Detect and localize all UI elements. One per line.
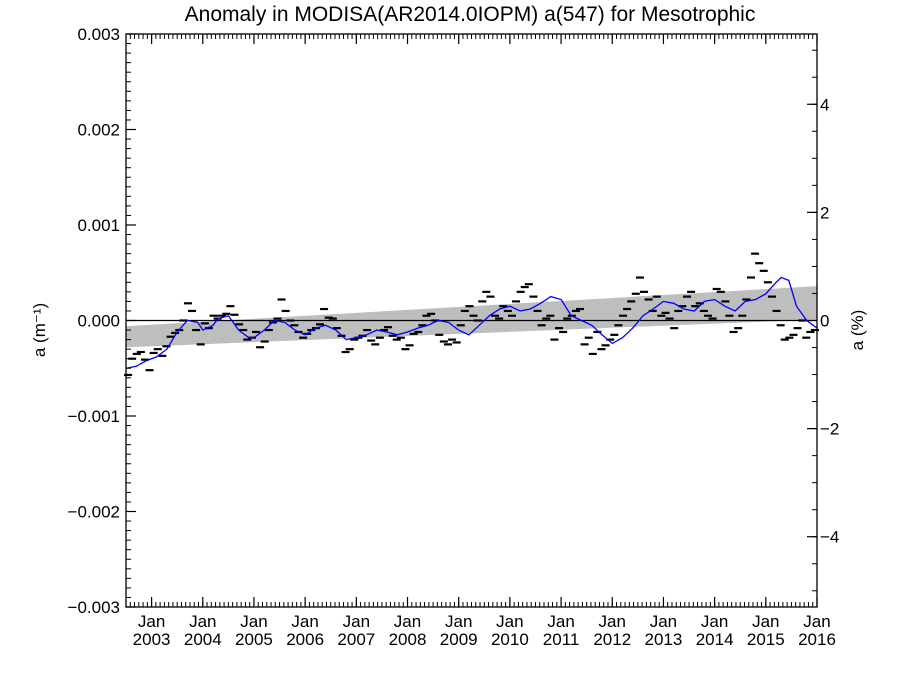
x-tick-label-month: Jan: [445, 612, 472, 631]
y-right-tick-label: −4: [820, 528, 839, 547]
x-tick-label-month: Jan: [547, 612, 574, 631]
smoothed-series-line: [125, 276, 818, 369]
y-axis-label-left: a (m⁻¹): [30, 302, 49, 358]
y-tick-label: 0.000: [77, 312, 120, 331]
y-right-tick-label: 4: [820, 95, 829, 114]
x-tick-label-year: 2015: [747, 630, 785, 649]
x-tick-label-month: Jan: [394, 612, 421, 631]
observation-markers-layer: [124, 252, 819, 377]
x-tick-label-year: 2011: [543, 630, 580, 649]
x-tick-label-month: Jan: [701, 612, 728, 631]
x-tick-label-year: 2013: [645, 630, 683, 649]
y-tick-label: −0.001: [68, 407, 120, 426]
x-tick-label-month: Jan: [291, 612, 318, 631]
y-tick-label: −0.003: [68, 598, 120, 617]
y-right-tick-label: −2: [820, 420, 839, 439]
x-tick-label-month: Jan: [240, 612, 267, 631]
x-tick-label-month: Jan: [343, 612, 370, 631]
x-tick-label-year: 2010: [491, 630, 529, 649]
x-tick-label-month: Jan: [650, 612, 677, 631]
axis-labels-layer: 0.003 0.002 0.001 0.000 −0.001 −0.002 −0.003 4 2…: [68, 25, 840, 649]
axis-ticks-layer: [125, 33, 818, 608]
y-right-tick-label: 2: [820, 203, 829, 222]
x-tick-label-year: 2007: [337, 630, 375, 649]
y-tick-label: 0.001: [77, 216, 120, 235]
x-tick-label-month: Jan: [138, 612, 165, 631]
y-axis-label-right: a (%): [848, 309, 867, 351]
x-tick-label-month: Jan: [803, 612, 830, 631]
x-tick-label-year: 2004: [184, 630, 222, 649]
x-tick-label-month: Jan: [752, 612, 779, 631]
x-tick-label-month: Jan: [496, 612, 523, 631]
y-tick-label: −0.002: [68, 503, 120, 522]
x-tick-label-year: 2006: [286, 630, 324, 649]
x-tick-label-year: 2014: [696, 630, 734, 649]
smoothed-line-layer: [125, 276, 818, 369]
y-right-tick-label: 0: [820, 312, 829, 331]
y-tick-label: 0.002: [77, 121, 120, 140]
x-tick-label-month: Jan: [189, 612, 216, 631]
x-tick-label-year: 2008: [389, 630, 427, 649]
x-tick-label-year: 2012: [593, 630, 631, 649]
x-tick-label-year: 2003: [133, 630, 171, 649]
x-tick-label-year: 2005: [235, 630, 273, 649]
x-tick-label-year: 2016: [798, 630, 836, 649]
chart-title: Anomaly in MODISA(AR2014.0IOPM) a(547) f…: [184, 3, 756, 26]
x-tick-label-year: 2009: [440, 630, 478, 649]
y-tick-label: 0.003: [77, 25, 120, 44]
x-tick-label-month: Jan: [599, 612, 626, 631]
